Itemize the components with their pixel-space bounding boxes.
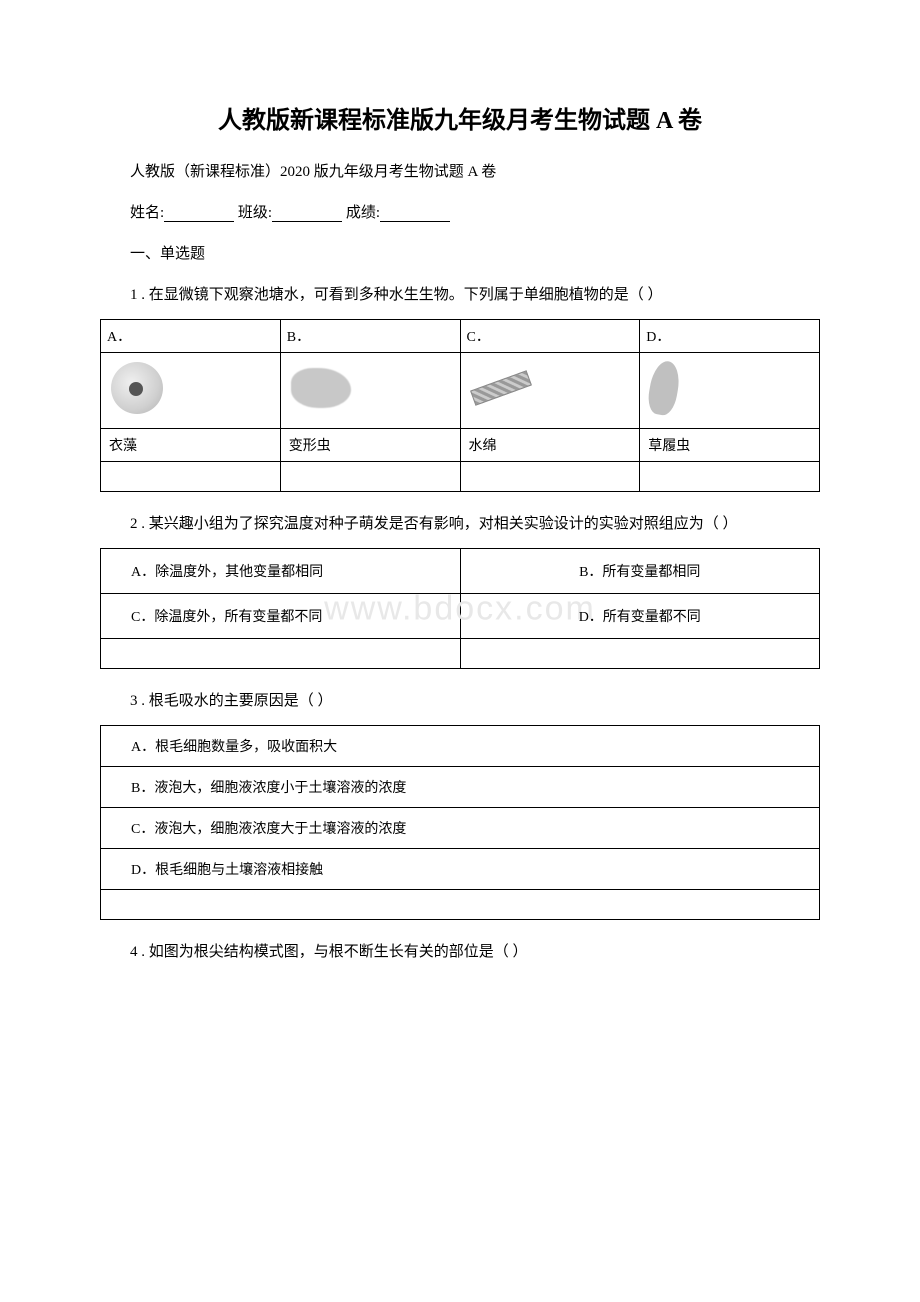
- name-blank[interactable]: [164, 206, 234, 222]
- option-c-name: 水绵: [460, 429, 640, 462]
- student-info-line: 姓名: 班级: 成绩:: [100, 201, 820, 222]
- option-a-text: A．根毛细胞数量多，吸收面积大: [101, 726, 820, 767]
- option-b-text: B．液泡大，细胞液浓度小于土壤溶液的浓度: [101, 767, 820, 808]
- question-1-options-table: A． B． C． D． 衣藻 变形虫 水绵 草履虫: [100, 319, 820, 492]
- option-c-text: C．除温度外，所有变量都不同: [111, 606, 450, 626]
- table-row: A．根毛细胞数量多，吸收面积大: [101, 726, 820, 767]
- empty-cell: [101, 890, 820, 920]
- table-row: 衣藻 变形虫 水绵 草履虫: [101, 429, 820, 462]
- empty-cell: [460, 639, 820, 669]
- option-b-cell: B．所有变量都相同: [460, 549, 820, 594]
- option-c-label: C．: [460, 320, 640, 353]
- option-d-cell: D．所有变量都不同: [460, 594, 820, 639]
- table-row: [101, 639, 820, 669]
- option-b-text: B．所有变量都相同: [471, 561, 810, 581]
- table-row: [101, 353, 820, 429]
- option-d-name: 草履虫: [640, 429, 820, 462]
- table-row: C．液泡大，细胞液浓度大于土壤溶液的浓度: [101, 808, 820, 849]
- option-a-image: [101, 353, 281, 429]
- subtitle: 人教版（新课程标准）2020 版九年级月考生物试题 A 卷: [100, 160, 820, 181]
- section-header: 一、单选题: [100, 242, 820, 263]
- question-3-text: 3 . 根毛吸水的主要原因是（ ）: [100, 689, 820, 713]
- option-c-text: C．液泡大，细胞液浓度大于土壤溶液的浓度: [101, 808, 820, 849]
- option-b-name: 变形虫: [280, 429, 460, 462]
- empty-cell: [101, 462, 281, 492]
- option-b-label: B．: [280, 320, 460, 353]
- table-row: [101, 462, 820, 492]
- score-label: 成绩:: [346, 205, 380, 221]
- option-a-label: A．: [101, 320, 281, 353]
- table-row: [101, 890, 820, 920]
- option-c-cell: C．除温度外，所有变量都不同: [101, 594, 461, 639]
- class-label: 班级:: [238, 205, 272, 221]
- question-2-text: 2 . 某兴趣小组为了探究温度对种子萌发是否有影响，对相关实验设计的实验对照组应…: [100, 512, 820, 536]
- option-a-text: A．除温度外，其他变量都相同: [111, 561, 450, 581]
- table-row: A． B． C． D．: [101, 320, 820, 353]
- question-1-text: 1 . 在显微镜下观察池塘水，可看到多种水生生物。下列属于单细胞植物的是（ ）: [100, 283, 820, 307]
- option-d-label: D．: [640, 320, 820, 353]
- spirogyra-icon: [470, 370, 532, 406]
- empty-cell: [640, 462, 820, 492]
- option-a-cell: www.bdocx.com A．除温度外，其他变量都相同: [101, 549, 461, 594]
- option-d-image: [640, 353, 820, 429]
- chlamydomonas-icon: [111, 362, 163, 414]
- score-blank[interactable]: [380, 206, 450, 222]
- table-row: D．根毛细胞与土壤溶液相接触: [101, 849, 820, 890]
- empty-cell: [460, 462, 640, 492]
- option-b-image: [280, 353, 460, 429]
- question-2-options-table: www.bdocx.com A．除温度外，其他变量都相同 B．所有变量都相同 C…: [100, 548, 820, 669]
- option-d-text: D．所有变量都不同: [471, 606, 810, 626]
- empty-cell: [101, 639, 461, 669]
- class-blank[interactable]: [272, 206, 342, 222]
- table-row: www.bdocx.com A．除温度外，其他变量都相同 B．所有变量都相同: [101, 549, 820, 594]
- option-a-name: 衣藻: [101, 429, 281, 462]
- table-row: B．液泡大，细胞液浓度小于土壤溶液的浓度: [101, 767, 820, 808]
- amoeba-icon: [291, 368, 351, 408]
- option-c-image: [460, 353, 640, 429]
- question-3-options-table: A．根毛细胞数量多，吸收面积大 B．液泡大，细胞液浓度小于土壤溶液的浓度 C．液…: [100, 725, 820, 920]
- paramecium-icon: [646, 359, 683, 417]
- option-d-text: D．根毛细胞与土壤溶液相接触: [101, 849, 820, 890]
- name-label: 姓名:: [130, 205, 164, 221]
- empty-cell: [280, 462, 460, 492]
- question-4-text: 4 . 如图为根尖结构模式图，与根不断生长有关的部位是（ ）: [100, 940, 820, 964]
- page-title: 人教版新课程标准版九年级月考生物试题 A 卷: [100, 100, 820, 135]
- table-row: C．除温度外，所有变量都不同 D．所有变量都不同: [101, 594, 820, 639]
